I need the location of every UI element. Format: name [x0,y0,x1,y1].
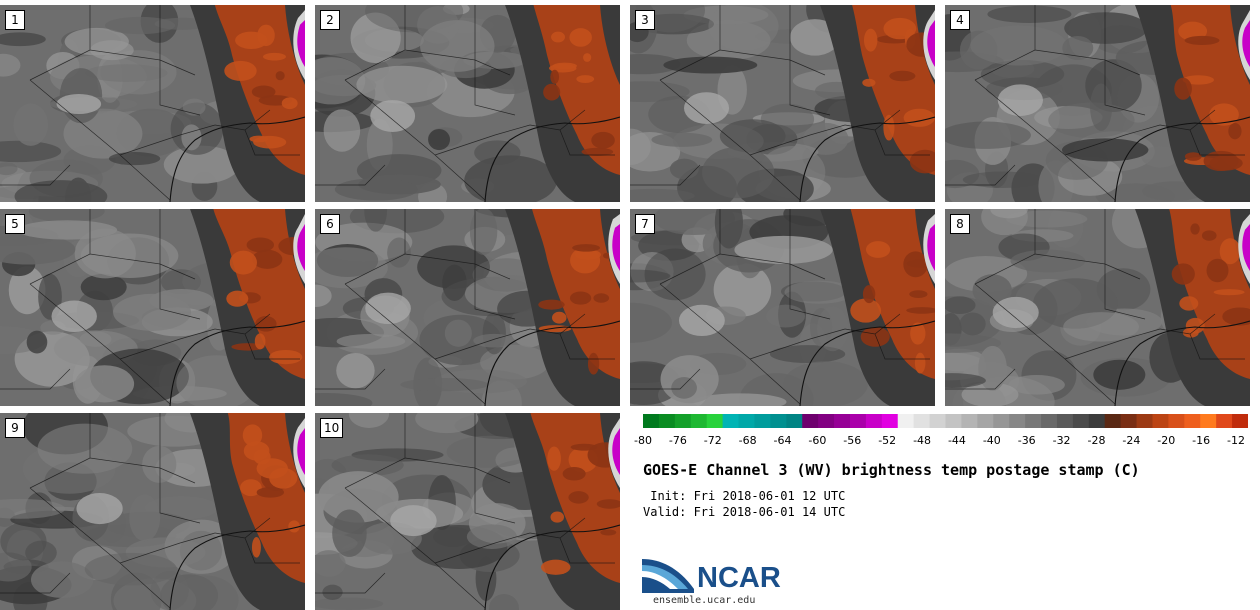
colorbar-swatch [849,414,867,428]
ensemble-member-panel: 1 [0,5,305,202]
ensemble-member-panel: 5 [0,209,305,406]
member-number: 1 [5,10,25,30]
logo-url: ensemble.ucar.edu [653,595,756,606]
colorbar-swatch [706,414,724,428]
colorbar-swatch [1184,414,1201,428]
colorbar-swatch [865,414,883,428]
colorbar-swatch [754,414,771,428]
colorbar-tick-label: -40 [982,434,1001,447]
member-number: 8 [950,214,970,234]
init-time: Init: Fri 2018-06-01 12 UTC [643,489,846,503]
member-number: 9 [5,418,25,438]
colorbar-tick-label: -60 [808,434,827,447]
colorbar-tick-label: -76 [668,434,687,447]
ensemble-member-panel: 10 [315,413,620,610]
member-number: 2 [320,10,340,30]
ensemble-member-panel: 9 [0,413,305,610]
ensemble-member-panel: 3 [630,5,935,202]
colorbar-swatch [1232,414,1248,428]
water-vapor-map [945,5,1250,202]
water-vapor-map [0,5,305,202]
figure-title: GOES-E Channel 3 (WV) brightness temp po… [643,461,1140,479]
colorbar-swatch [977,414,994,428]
water-vapor-map [0,209,305,406]
colorbar-swatch [1120,414,1138,428]
colorbar-swatch [897,414,915,428]
member-number: 6 [320,214,340,234]
colorbar-swatch [770,414,787,428]
colorbar-swatch [961,414,978,428]
colorbar-swatch [738,414,756,428]
ensemble-member-panel: 6 [315,209,620,406]
ncar-logo: NCAR [697,562,781,594]
colorbar-tick-label: -48 [913,434,932,447]
colorbar-tick-label: -64 [773,434,792,447]
water-vapor-map [315,209,620,406]
colorbar-swatch [1025,414,1042,428]
colorbar-tick-label: -72 [703,434,722,447]
member-number: 4 [950,10,970,30]
colorbar-tick-label: -32 [1052,434,1071,447]
member-number: 3 [635,10,655,30]
water-vapor-map [630,209,935,406]
ensemble-member-panel: 7 [630,209,935,406]
colorbar-swatch [1104,414,1122,428]
colorbar-swatch [690,414,708,428]
ensemble-member-panel: 2 [315,5,620,202]
colorbar-tick-label: -24 [1122,434,1141,447]
colorbar-tick-label: -28 [1087,434,1106,447]
water-vapor-map [0,413,305,610]
colorbar-tick-label: -12 [1227,434,1245,447]
water-vapor-map [315,5,620,202]
valid-time: Valid: Fri 2018-06-01 14 UTC [643,505,846,519]
colorbar-swatch [658,414,676,428]
colorbar-swatch [674,414,692,428]
colorbar [643,414,1248,428]
water-vapor-map [945,209,1250,406]
colorbar-swatch [929,414,947,428]
colorbar-tick-label: -20 [1157,434,1176,447]
colorbar-tick-label: -68 [738,434,757,447]
member-number: 5 [5,214,25,234]
colorbar-swatch [722,414,740,428]
colorbar-swatch [1009,414,1026,428]
colorbar-tick-label: -56 [843,434,862,447]
colorbar-swatch [643,414,660,428]
ensemble-member-panel: 8 [945,209,1250,406]
colorbar-swatch [1168,414,1185,428]
water-vapor-map [315,413,620,610]
colorbar-swatch [993,414,1010,428]
colorbar-swatch [913,414,931,428]
colorbar-tick-label: -80 [634,434,652,447]
ensemble-member-panel: 4 [945,5,1250,202]
colorbar-swatch [834,414,851,428]
colorbar-tick-label: -52 [878,434,897,447]
colorbar-swatch [881,414,899,428]
member-number: 10 [320,418,344,438]
colorbar-swatch [786,414,803,428]
colorbar-swatch [1041,414,1058,428]
member-number: 7 [635,214,655,234]
colorbar-swatch [1152,414,1169,428]
colorbar-swatch [1216,414,1233,428]
colorbar-tick-label: -36 [1017,434,1036,447]
colorbar-swatch [1072,414,1090,428]
water-vapor-map [630,5,935,202]
ncar-swoosh-icon [642,559,694,593]
colorbar-swatch [1056,414,1074,428]
colorbar-swatch [802,414,819,428]
colorbar-swatch [1088,414,1106,428]
colorbar-tick-label: -44 [947,434,966,447]
colorbar-swatch [818,414,835,428]
colorbar-swatch [945,414,963,428]
colorbar-swatch [1136,414,1154,428]
colorbar-tick-label: -16 [1192,434,1211,447]
colorbar-swatch [1200,414,1217,428]
